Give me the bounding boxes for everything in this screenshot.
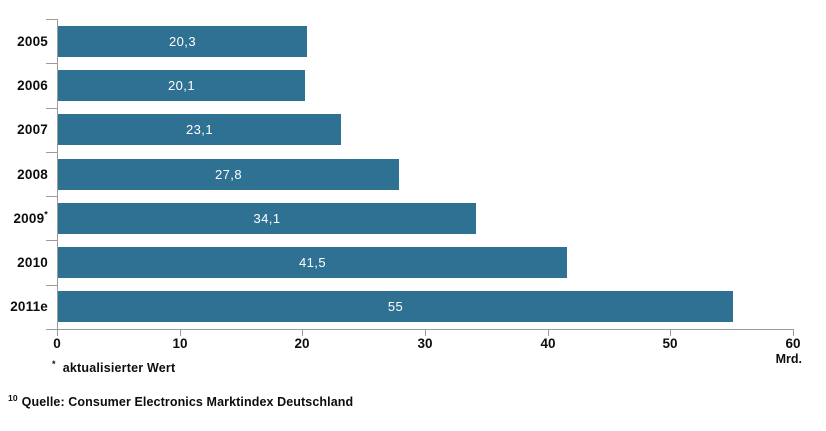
- category-label-2006: 2006: [17, 78, 48, 93]
- category-label-2011e: 2011e: [10, 299, 48, 314]
- bar-2011e: 55: [58, 291, 733, 322]
- y-axis-tick: [46, 108, 57, 109]
- y-axis-line: [57, 19, 58, 330]
- bar-2008: 27,8: [58, 159, 399, 190]
- bar-value-label: 34,1: [253, 211, 281, 226]
- bar-value-label: 27,8: [215, 167, 242, 182]
- category-label-2008: 2008: [17, 167, 48, 182]
- bar-value-label: 41,5: [299, 255, 326, 270]
- source-note: 10 Quelle: Consumer Electronics Marktinde…: [8, 392, 354, 409]
- source-note-text: Quelle: Consumer Electronics Marktindex …: [21, 395, 354, 409]
- y-axis-tick: [46, 196, 57, 197]
- bar-2007: 23,1: [58, 114, 341, 145]
- footnote-asterisk-text: aktualisierter Wert: [62, 361, 176, 375]
- y-axis-tick: [46, 19, 57, 20]
- x-axis-tick: [548, 329, 549, 336]
- bar-2009: 34,1: [58, 203, 476, 234]
- x-axis-tick-label-50: 50: [662, 336, 678, 351]
- y-axis-tick: [46, 285, 57, 286]
- x-axis-tick-label-30: 30: [417, 336, 433, 351]
- y-axis-tick: [46, 240, 57, 241]
- x-axis-tick-label-20: 20: [294, 336, 310, 351]
- bar-2006: 20,1: [58, 70, 305, 101]
- footnote-asterisk-marker: *: [52, 358, 56, 369]
- bar-value-label: 20,1: [168, 78, 195, 93]
- bar-2010: 41,5: [58, 247, 567, 278]
- category-label-2009: 2009*: [13, 209, 48, 226]
- category-label-2007: 2007: [17, 122, 48, 137]
- x-axis-tick-label-60: 60: [785, 336, 801, 351]
- x-axis-tick: [180, 329, 181, 336]
- y-axis-tick: [46, 63, 57, 64]
- x-axis-tick: [793, 329, 794, 336]
- x-axis-tick: [302, 329, 303, 336]
- source-note-marker: 10: [8, 392, 18, 403]
- x-axis-tick-label-10: 10: [172, 336, 188, 351]
- bar-value-label: 23,1: [186, 122, 213, 137]
- x-axis-unit-label: Mrd.: [775, 352, 802, 366]
- bar-value-label: 55: [387, 299, 404, 314]
- category-label-sup: *: [44, 209, 48, 220]
- category-label-2010: 2010: [17, 255, 48, 270]
- bar-value-label: 20,3: [169, 34, 196, 49]
- footnote-asterisk: * aktualisierter Wert: [52, 358, 176, 375]
- y-axis-tick: [46, 152, 57, 153]
- x-axis-tick-label-0: 0: [53, 336, 61, 351]
- bar-2005: 20,3: [58, 26, 307, 57]
- x-axis-tick-label-40: 40: [540, 336, 556, 351]
- x-axis-tick: [670, 329, 671, 336]
- x-axis-tick: [57, 329, 58, 336]
- category-label-2005: 2005: [17, 34, 48, 49]
- x-axis-tick: [425, 329, 426, 336]
- x-axis-line: [46, 329, 793, 330]
- y-axis-tick: [46, 329, 57, 330]
